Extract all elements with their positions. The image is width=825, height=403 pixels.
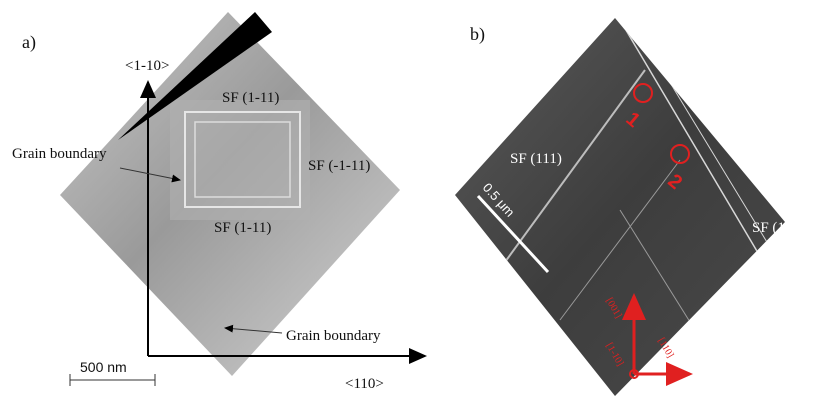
annotation: Grain boundary: [12, 146, 107, 162]
annotation: Grain boundary: [286, 328, 381, 344]
axis-label: <110>: [345, 376, 384, 392]
annotation: SF (11-1): [752, 220, 809, 236]
panel-b: b) 0.5 μm SF (111) SF (11-1) 1 2 [001] […: [455, 18, 809, 396]
annotation: SF (111): [510, 151, 562, 167]
annotation: SF (-1-11): [308, 158, 370, 174]
grain: [170, 100, 310, 220]
figure: a) <1-10> <110> 500 nm SF (1-11) Grain b…: [0, 0, 825, 403]
panel-label: a): [22, 32, 36, 53]
axis-label: <1-10>: [125, 58, 169, 74]
scale-label: 500 nm: [80, 359, 127, 375]
panel-a: a) <1-10> <110> 500 nm SF (1-11) Grain b…: [12, 12, 425, 392]
annotation: SF (1-11): [214, 220, 271, 236]
annotation: SF (1-11): [222, 90, 279, 106]
panel-label: b): [470, 24, 485, 45]
